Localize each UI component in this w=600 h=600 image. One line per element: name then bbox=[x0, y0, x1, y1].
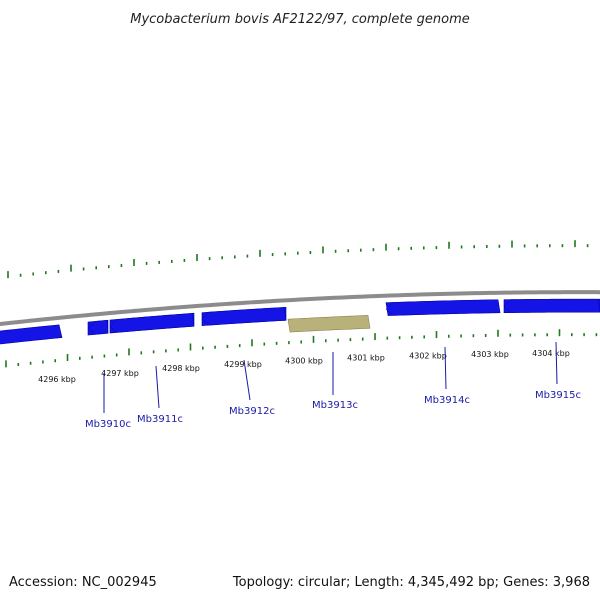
ruler-labels: 4296 kbp 4297 kbp 4298 kbp 4299 kbp 4300 kbp… bbox=[38, 349, 570, 384]
gene-label-mb3911c: Mb3911c bbox=[137, 414, 183, 425]
gene-leader-line bbox=[155, 365, 160, 409]
ruler-label: 4299 kbp bbox=[224, 360, 262, 369]
ruler-label: 4298 kbp bbox=[162, 364, 200, 373]
ruler-label: 4301 kbp bbox=[347, 354, 385, 363]
gene-label-mb3912c: Mb3912c bbox=[229, 406, 275, 417]
ruler-label: 4302 kbp bbox=[409, 351, 447, 360]
gene-arrow-mb3913c bbox=[287, 315, 371, 333]
gene-label-mb3910c: Mb3910c bbox=[85, 419, 131, 430]
gene-leader-line bbox=[444, 346, 447, 390]
genome-summary-text: Topology: circular; Length: 4,345,492 bp… bbox=[232, 575, 590, 590]
gene-label-mb3913c: Mb3913c bbox=[312, 400, 358, 411]
gene-label-mb3915c: Mb3915c bbox=[535, 390, 581, 401]
ruler-label: 4296 kbp bbox=[38, 375, 76, 384]
gene-leader-line bbox=[243, 359, 251, 401]
gene-arrowhead bbox=[503, 298, 600, 313]
ruler-label: 4297 kbp bbox=[101, 369, 139, 378]
gene-labels: Mb3910c Mb3911c Mb3912c Mb3913c Mb3914c Mb391… bbox=[85, 341, 581, 430]
ruler-label: 4300 kbp bbox=[285, 356, 323, 365]
gene-label-mb3914c: Mb3914c bbox=[424, 395, 470, 406]
ruler-label: 4303 kbp bbox=[471, 350, 509, 359]
genome-backbone bbox=[0, 290, 600, 327]
map-title: Mycobacterium bovis AF2122/97, complete … bbox=[130, 12, 469, 27]
gene-arrowhead bbox=[109, 313, 195, 333]
gene-arrow bbox=[0, 324, 63, 345]
ruler-label: 4304 kbp bbox=[532, 349, 570, 358]
accession-text: Accession: NC_002945 bbox=[9, 575, 157, 590]
gene-arrowhead bbox=[385, 299, 501, 316]
gene-leader-line bbox=[555, 341, 558, 385]
gene-arrowhead bbox=[201, 307, 287, 326]
gene-arrowhead bbox=[87, 320, 109, 335]
outer-tick-ring bbox=[7, 240, 589, 279]
ruler-ticks bbox=[5, 329, 598, 368]
gene-track bbox=[0, 298, 600, 345]
